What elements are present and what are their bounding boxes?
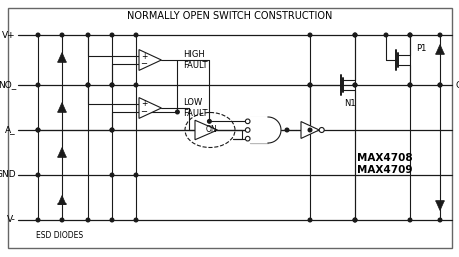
- Circle shape: [36, 128, 40, 132]
- Circle shape: [110, 83, 113, 87]
- Circle shape: [353, 83, 356, 87]
- Text: MAX4709: MAX4709: [357, 165, 412, 175]
- Circle shape: [437, 83, 441, 87]
- Circle shape: [86, 83, 90, 87]
- Circle shape: [36, 33, 40, 37]
- Circle shape: [437, 33, 441, 37]
- Text: HIGH
FAULT: HIGH FAULT: [183, 50, 207, 70]
- Polygon shape: [195, 120, 217, 140]
- Polygon shape: [58, 103, 66, 112]
- Text: A_: A_: [6, 125, 16, 134]
- Polygon shape: [139, 50, 161, 70]
- Text: MAX4708: MAX4708: [356, 153, 412, 163]
- Text: NO_: NO_: [0, 80, 16, 89]
- Circle shape: [285, 128, 288, 132]
- Circle shape: [407, 83, 411, 87]
- Circle shape: [407, 218, 411, 222]
- Circle shape: [353, 83, 356, 87]
- Circle shape: [245, 119, 249, 124]
- Circle shape: [407, 33, 411, 37]
- Circle shape: [110, 173, 113, 177]
- Circle shape: [134, 33, 138, 37]
- Text: P1: P1: [415, 43, 425, 52]
- Circle shape: [110, 33, 113, 37]
- Text: N1: N1: [343, 98, 355, 107]
- Circle shape: [86, 218, 90, 222]
- Polygon shape: [249, 117, 280, 143]
- Circle shape: [110, 83, 113, 87]
- Circle shape: [353, 33, 356, 37]
- Circle shape: [245, 128, 249, 132]
- Circle shape: [308, 83, 311, 87]
- Circle shape: [36, 218, 40, 222]
- Circle shape: [437, 218, 441, 222]
- Polygon shape: [58, 52, 66, 61]
- Circle shape: [134, 83, 138, 87]
- Circle shape: [308, 218, 311, 222]
- Text: ESD DIODES: ESD DIODES: [36, 232, 84, 241]
- Polygon shape: [58, 196, 66, 205]
- Text: V+: V+: [2, 31, 16, 40]
- Circle shape: [308, 128, 311, 132]
- Circle shape: [353, 218, 356, 222]
- Circle shape: [245, 136, 249, 141]
- Text: V-: V-: [7, 216, 16, 225]
- Circle shape: [60, 33, 64, 37]
- Circle shape: [36, 173, 40, 177]
- Circle shape: [36, 128, 40, 132]
- Text: GND: GND: [0, 170, 16, 179]
- Circle shape: [36, 83, 40, 87]
- Polygon shape: [300, 122, 319, 139]
- Circle shape: [134, 218, 138, 222]
- Circle shape: [437, 83, 441, 87]
- Circle shape: [308, 83, 311, 87]
- Circle shape: [383, 33, 387, 37]
- Polygon shape: [435, 201, 443, 210]
- Circle shape: [308, 33, 311, 37]
- Text: NORMALLY OPEN SWITCH CONSTRUCTION: NORMALLY OPEN SWITCH CONSTRUCTION: [127, 11, 332, 21]
- Circle shape: [319, 127, 324, 133]
- Text: −: −: [140, 60, 147, 69]
- Circle shape: [175, 110, 179, 114]
- Text: +: +: [140, 99, 147, 108]
- Text: +: +: [140, 51, 147, 60]
- Circle shape: [407, 83, 411, 87]
- Text: ON: ON: [205, 125, 216, 134]
- Circle shape: [407, 33, 411, 37]
- Circle shape: [110, 128, 113, 132]
- Polygon shape: [139, 98, 161, 118]
- Circle shape: [353, 218, 356, 222]
- Text: LOW
FAULT: LOW FAULT: [183, 98, 207, 118]
- Polygon shape: [58, 148, 66, 157]
- Circle shape: [110, 128, 113, 132]
- Circle shape: [60, 218, 64, 222]
- Polygon shape: [435, 44, 443, 53]
- Circle shape: [86, 33, 90, 37]
- Circle shape: [353, 33, 356, 37]
- Circle shape: [207, 120, 211, 123]
- Circle shape: [110, 218, 113, 222]
- Circle shape: [86, 83, 90, 87]
- Text: −: −: [140, 107, 147, 116]
- Text: COM_: COM_: [455, 80, 459, 89]
- Circle shape: [134, 173, 138, 177]
